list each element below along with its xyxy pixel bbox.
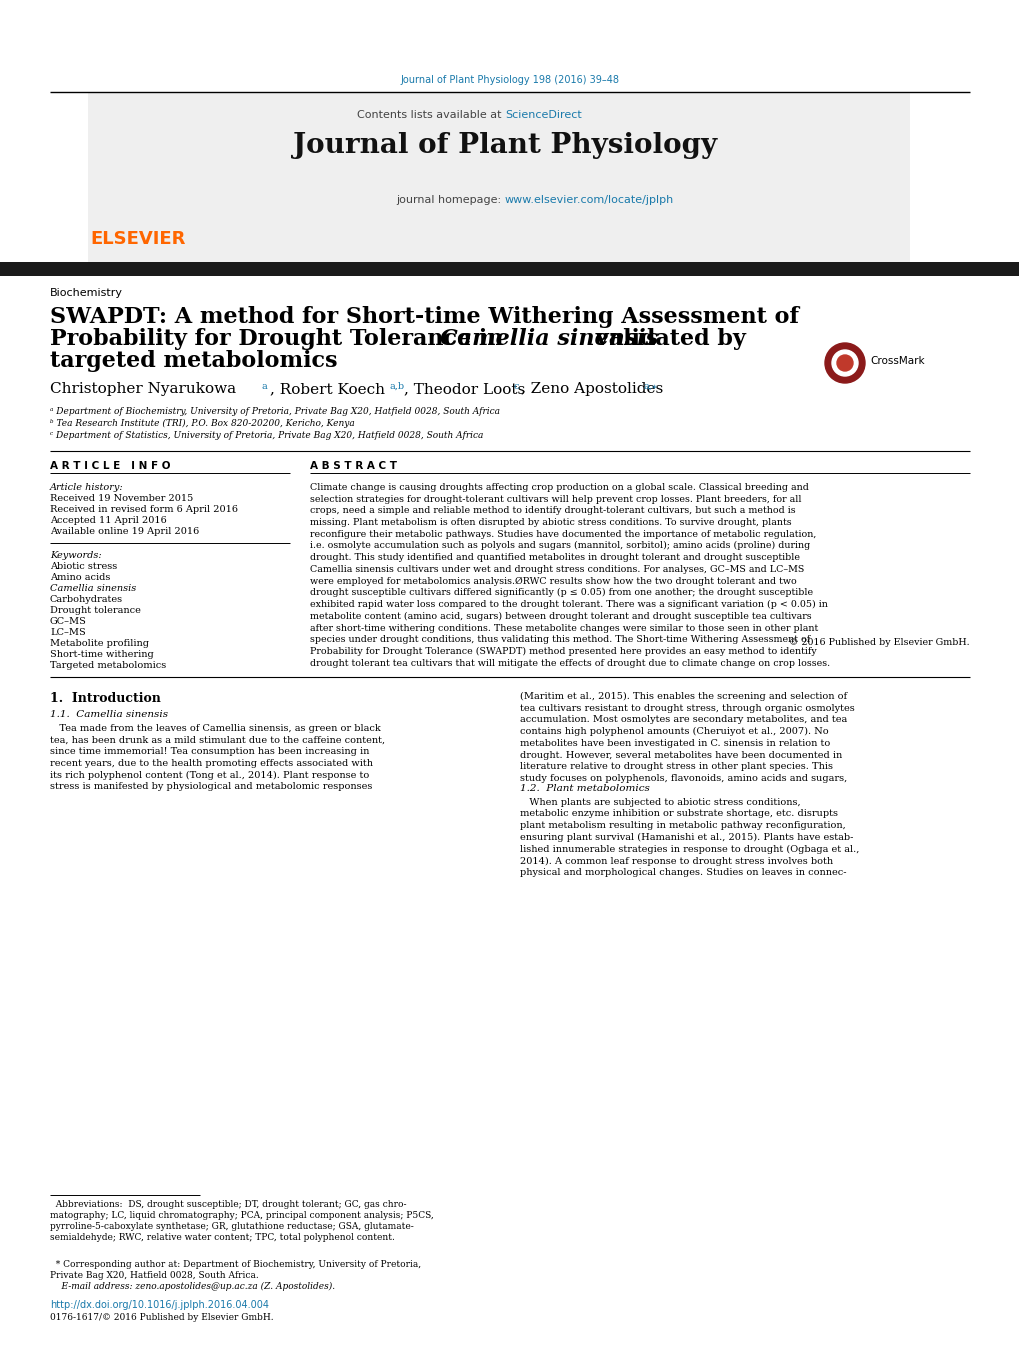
Text: (Maritim et al., 2015). This enables the screening and selection of
tea cultivar: (Maritim et al., 2015). This enables the… bbox=[520, 692, 854, 784]
Text: www.elsevier.com/locate/jplph: www.elsevier.com/locate/jplph bbox=[504, 195, 674, 205]
Text: Accepted 11 April 2016: Accepted 11 April 2016 bbox=[50, 516, 166, 526]
Text: ScienceDirect: ScienceDirect bbox=[504, 109, 581, 120]
Text: Camellia sinensis: Camellia sinensis bbox=[50, 584, 137, 593]
Text: Short-time withering: Short-time withering bbox=[50, 650, 154, 659]
Text: Abbreviations:  DS, drought susceptible; DT, drought tolerant; GC, gas chro-
mat: Abbreviations: DS, drought susceptible; … bbox=[50, 1200, 433, 1243]
Text: http://dx.doi.org/10.1016/j.jplph.2016.04.004: http://dx.doi.org/10.1016/j.jplph.2016.0… bbox=[50, 1300, 269, 1310]
Text: Journal of Plant Physiology: Journal of Plant Physiology bbox=[292, 132, 716, 159]
Bar bbox=[88, 92, 909, 262]
Text: Carbohydrates: Carbohydrates bbox=[50, 594, 123, 604]
Text: Drought tolerance: Drought tolerance bbox=[50, 607, 141, 615]
Text: , Robert Koech: , Robert Koech bbox=[270, 382, 384, 396]
Text: Targeted metabolomics: Targeted metabolomics bbox=[50, 661, 166, 670]
Text: journal homepage:: journal homepage: bbox=[396, 195, 504, 205]
Circle shape bbox=[837, 355, 852, 372]
Text: Keywords:: Keywords: bbox=[50, 551, 102, 561]
Text: ᵃ Department of Biochemistry, University of Pretoria, Private Bag X20, Hatfield : ᵃ Department of Biochemistry, University… bbox=[50, 407, 499, 416]
Text: LC–MS: LC–MS bbox=[50, 628, 86, 638]
Text: Metabolite profiling: Metabolite profiling bbox=[50, 639, 149, 648]
Text: CrossMark: CrossMark bbox=[869, 357, 923, 366]
Text: , Zeno Apostolides: , Zeno Apostolides bbox=[521, 382, 662, 396]
Text: targeted metabolomics: targeted metabolomics bbox=[50, 350, 337, 372]
Text: a,b: a,b bbox=[389, 382, 405, 390]
Text: Climate change is causing droughts affecting crop production on a global scale. : Climate change is causing droughts affec… bbox=[310, 484, 829, 667]
Text: SWAPDT: A method for Short-time Withering Assessment of: SWAPDT: A method for Short-time Witherin… bbox=[50, 305, 798, 328]
Text: Contents lists available at: Contents lists available at bbox=[357, 109, 504, 120]
Text: a: a bbox=[262, 382, 267, 390]
Text: 1.2.  Plant metabolomics: 1.2. Plant metabolomics bbox=[520, 784, 649, 793]
Text: validated by: validated by bbox=[587, 328, 745, 350]
Bar bbox=[0, 262, 1019, 276]
Text: 1.  Introduction: 1. Introduction bbox=[50, 692, 161, 705]
Text: When plants are subjected to abiotic stress conditions,
metabolic enzyme inhibit: When plants are subjected to abiotic str… bbox=[520, 798, 859, 877]
Text: Amino acids: Amino acids bbox=[50, 573, 110, 582]
Text: ELSEVIER: ELSEVIER bbox=[90, 230, 185, 249]
Text: Received in revised form 6 April 2016: Received in revised form 6 April 2016 bbox=[50, 505, 237, 513]
Text: Journal of Plant Physiology 198 (2016) 39–48: Journal of Plant Physiology 198 (2016) 3… bbox=[400, 76, 619, 85]
Text: Probability for Drought Tolerance in: Probability for Drought Tolerance in bbox=[50, 328, 511, 350]
Text: 1.1.  Camellia sinensis: 1.1. Camellia sinensis bbox=[50, 711, 168, 719]
Text: Biochemistry: Biochemistry bbox=[50, 288, 123, 299]
Text: A B S T R A C T: A B S T R A C T bbox=[310, 461, 396, 471]
Text: Abiotic stress: Abiotic stress bbox=[50, 562, 117, 571]
Text: Available online 19 April 2016: Available online 19 April 2016 bbox=[50, 527, 199, 536]
Text: * Corresponding author at: Department of Biochemistry, University of Pretoria,
P: * Corresponding author at: Department of… bbox=[50, 1260, 421, 1281]
Text: E-mail address: zeno.apostolides@up.ac.za (Z. Apostolides).: E-mail address: zeno.apostolides@up.ac.z… bbox=[50, 1282, 335, 1292]
Text: ᵇ Tea Research Institute (TRI), P.O. Box 820-20200, Kericho, Kenya: ᵇ Tea Research Institute (TRI), P.O. Box… bbox=[50, 419, 355, 428]
Text: 0176-1617/© 2016 Published by Elsevier GmbH.: 0176-1617/© 2016 Published by Elsevier G… bbox=[50, 1313, 273, 1323]
Text: Christopher Nyarukowa: Christopher Nyarukowa bbox=[50, 382, 240, 396]
Text: c: c bbox=[514, 382, 519, 390]
Circle shape bbox=[824, 343, 864, 382]
Text: , Theodor Loots: , Theodor Loots bbox=[404, 382, 530, 396]
Text: a,⁎: a,⁎ bbox=[643, 382, 657, 390]
Text: Article history:: Article history: bbox=[50, 484, 123, 492]
Text: Received 19 November 2015: Received 19 November 2015 bbox=[50, 494, 193, 503]
Text: ᶜ Department of Statistics, University of Pretoria, Private Bag X20, Hatfield 00: ᶜ Department of Statistics, University o… bbox=[50, 431, 483, 440]
Text: © 2016 Published by Elsevier GmbH.: © 2016 Published by Elsevier GmbH. bbox=[789, 639, 969, 647]
Text: Tea made from the leaves of Camellia sinensis, as green or black
tea, has been d: Tea made from the leaves of Camellia sin… bbox=[50, 724, 385, 792]
Circle shape bbox=[832, 350, 857, 376]
Text: GC–MS: GC–MS bbox=[50, 617, 87, 626]
Text: A R T I C L E   I N F O: A R T I C L E I N F O bbox=[50, 461, 170, 471]
Text: Camellia sinensis: Camellia sinensis bbox=[439, 328, 657, 350]
